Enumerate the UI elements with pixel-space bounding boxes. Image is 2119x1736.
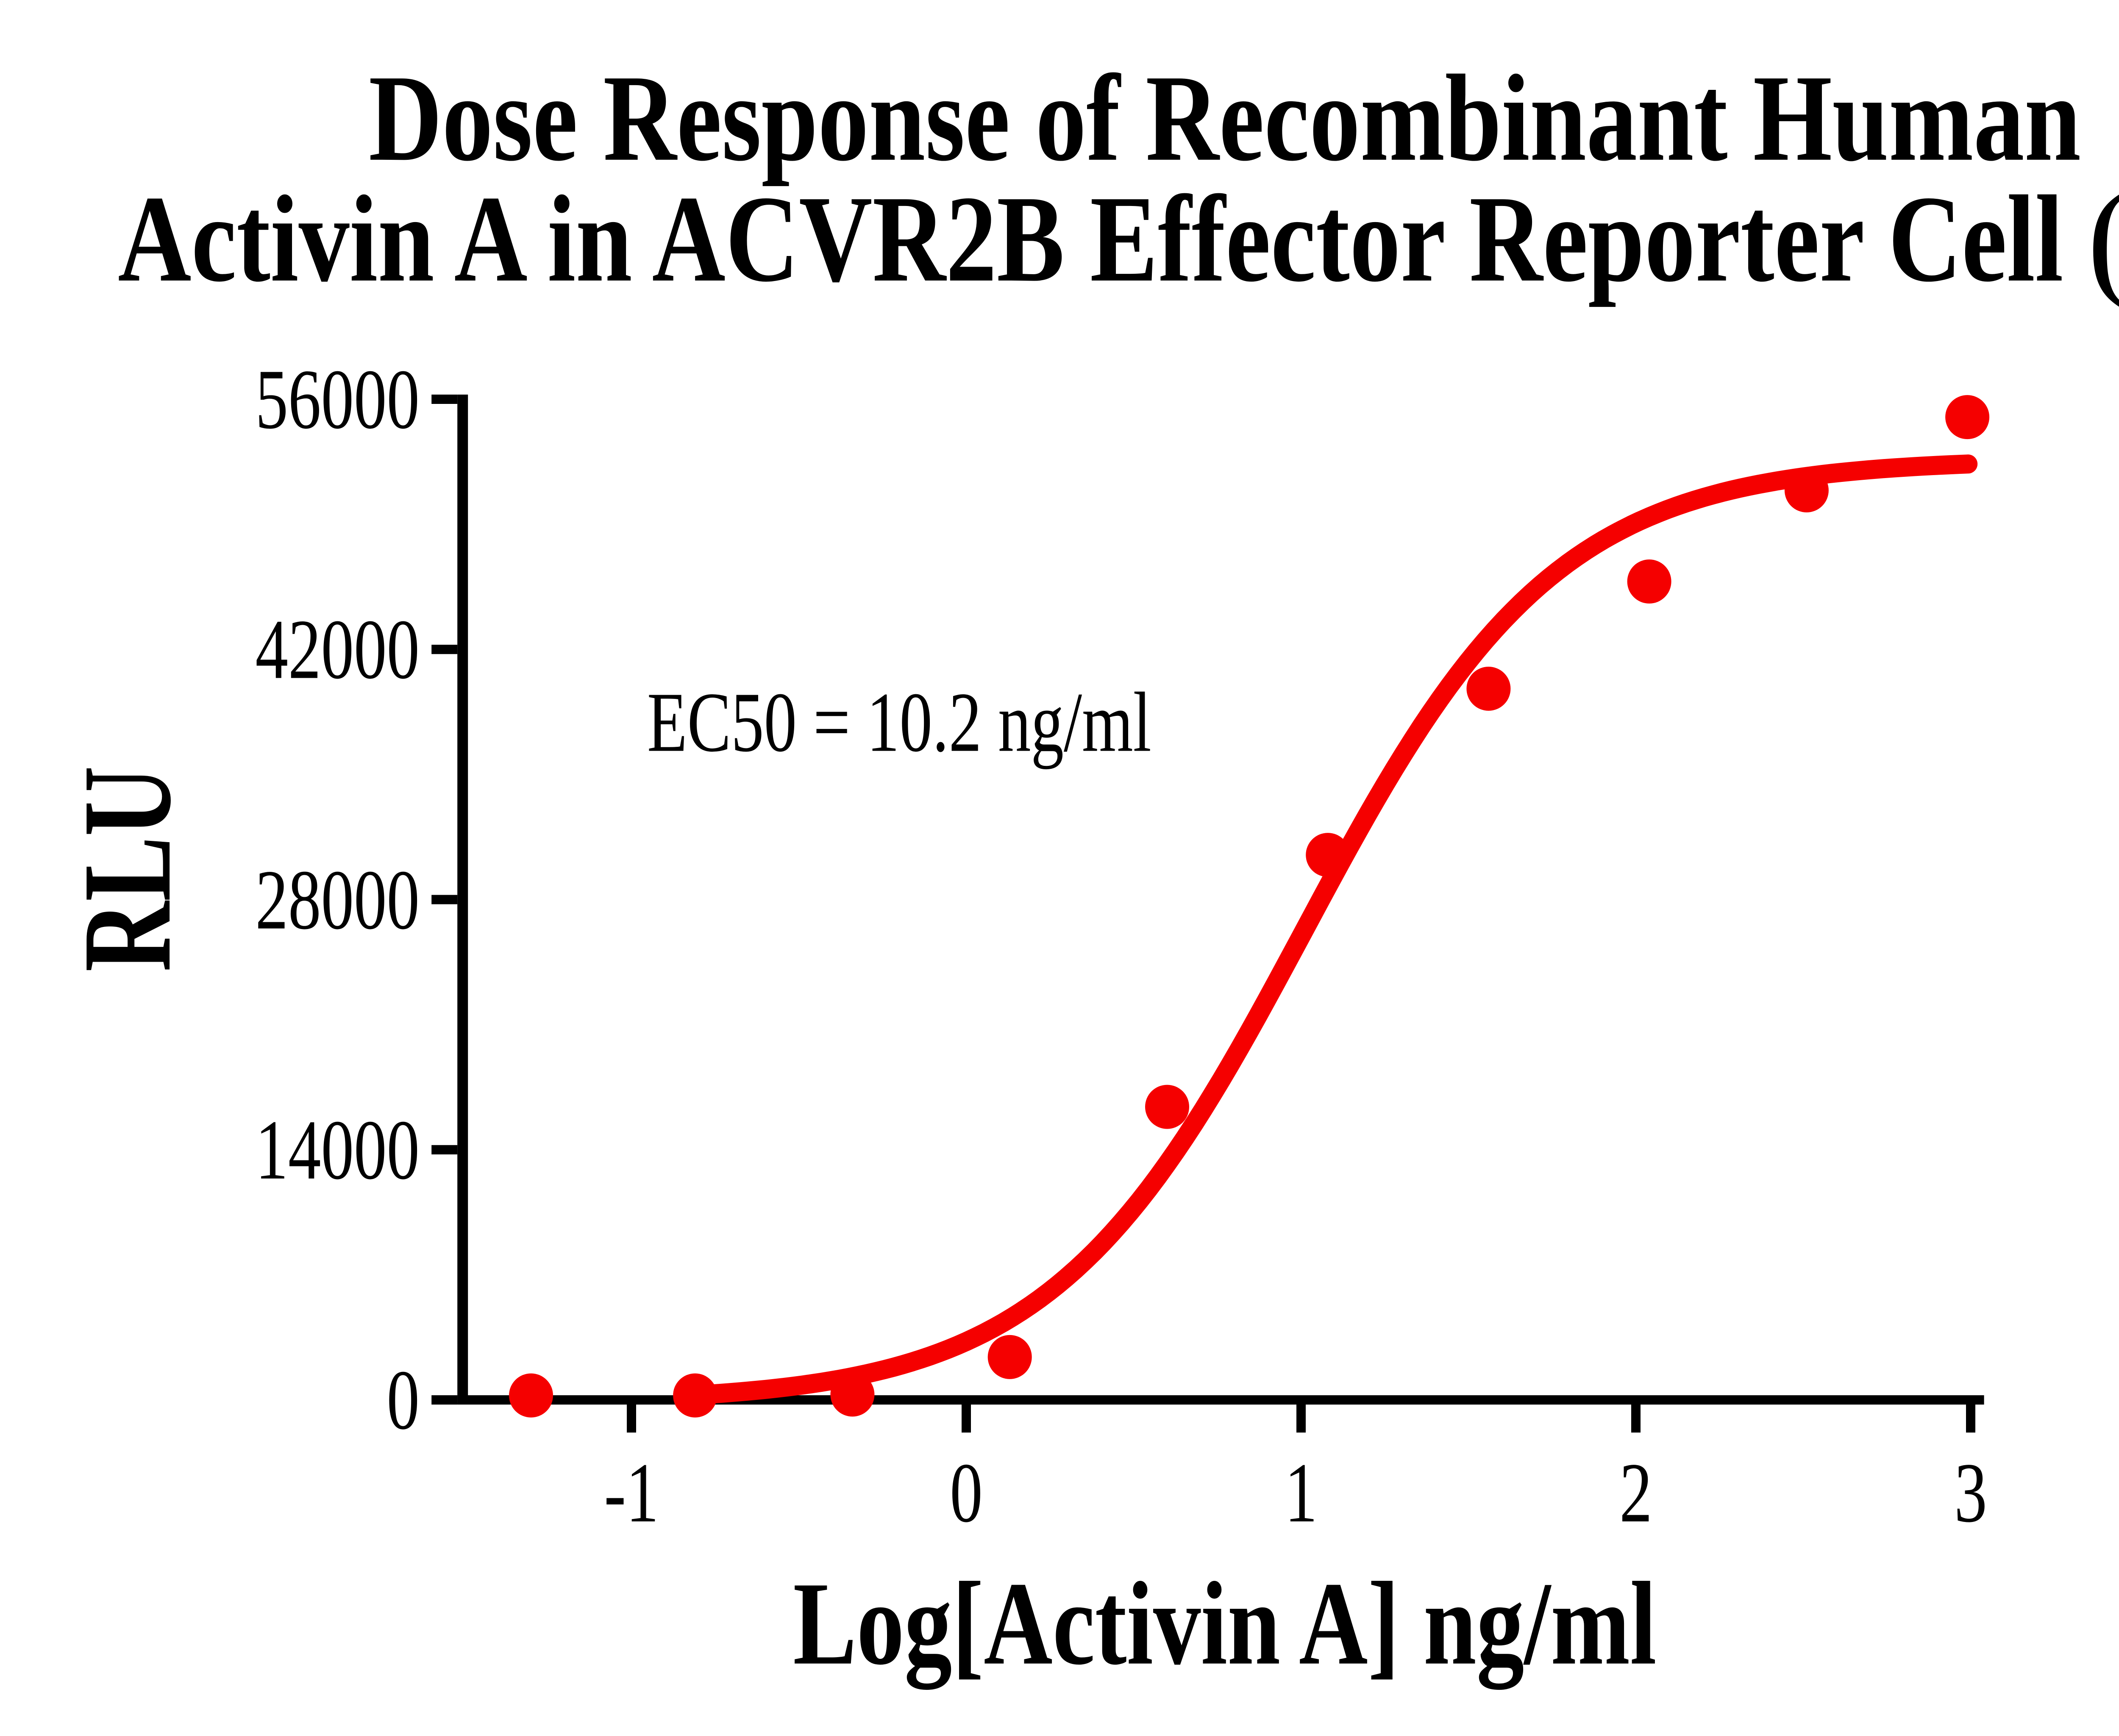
data-point [830,1372,875,1417]
y-tick-label: 0 [387,1352,420,1447]
x-axis-label: Log[Activin A] ng/ml [793,1557,1657,1690]
x-tick-label: 3 [1954,1445,1987,1540]
data-point [1627,559,1671,604]
x-tick-label: 1 [1285,1445,1318,1540]
x-tick [1966,1405,1975,1433]
x-tick-label: 0 [950,1445,983,1540]
fit-curve [684,454,1978,1405]
y-axis-line [457,395,468,1405]
chart-title-line2: Activin A in ACVR2B Effector Reporter Ce… [118,170,2119,308]
y-tick [431,895,458,904]
data-point [1306,833,1350,877]
data-point [1784,468,1829,513]
y-tick [431,645,458,654]
x-tick [1296,1405,1306,1433]
x-tick [627,1405,636,1433]
chart-title-line1: Dose Response of Recombinant Human [368,49,2081,187]
x-tick [962,1405,971,1433]
y-tick [431,1395,458,1405]
data-point [673,1373,717,1418]
y-tick-label: 14000 [255,1102,420,1197]
data-point [1945,395,1990,440]
data-point [509,1373,553,1418]
y-tick [431,395,458,404]
ec50-annotation: EC50 = 10.2 ng/ml [647,675,1151,770]
y-tick [431,1145,458,1155]
y-tick-label: 56000 [255,352,420,447]
y-tick-label: 42000 [255,602,420,697]
x-tick-label: 2 [1619,1445,1652,1540]
x-tick-label: -1 [604,1445,659,1540]
data-point [1466,667,1511,711]
y-tick-label: 28000 [255,852,420,947]
x-tick [1631,1405,1641,1433]
data-point [1145,1085,1189,1129]
data-point [987,1335,1032,1379]
